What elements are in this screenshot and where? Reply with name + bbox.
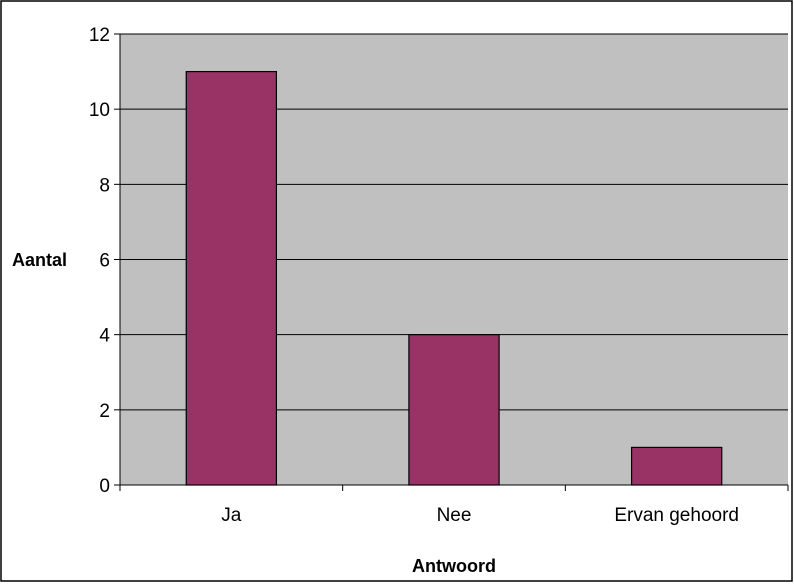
y-tick-label-2: 4 <box>99 326 110 347</box>
x-axis-title: Antwoord <box>412 556 496 576</box>
y-tick-label-6: 12 <box>89 25 110 46</box>
y-axis-title: Aantal <box>12 250 67 270</box>
bar-nee <box>408 334 500 486</box>
y-tick-label-5: 10 <box>89 100 110 121</box>
y-tick-label-3: 6 <box>99 251 110 272</box>
y-tick-label-4: 8 <box>99 175 110 196</box>
y-tick-label-1: 2 <box>99 401 110 422</box>
bar-ja <box>185 70 278 486</box>
bar-series <box>185 70 723 486</box>
y-tick-label-0: 0 <box>99 476 110 497</box>
x-axis-ticks: Ja Nee Ervan gehoord <box>119 485 789 526</box>
bar-ervan-gehoord <box>630 446 723 486</box>
x-tick-label-2: Ervan gehoord <box>614 505 739 526</box>
y-axis-ticks: 0 2 4 6 8 10 12 <box>89 25 120 497</box>
x-tick-label-0: Ja <box>221 505 242 526</box>
x-tick-label-1: Nee <box>437 505 472 526</box>
